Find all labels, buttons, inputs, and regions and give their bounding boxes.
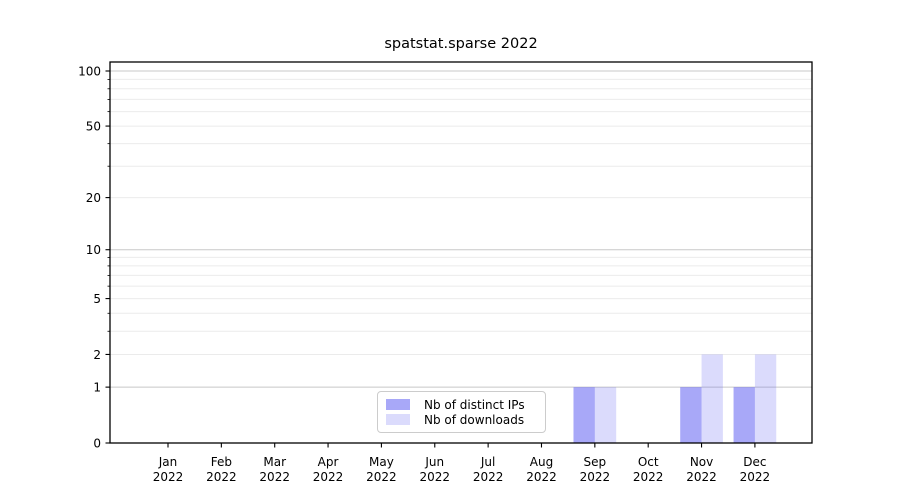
x-tick-label-year: 2022 <box>366 470 397 484</box>
x-tick-label-month: Apr <box>318 455 339 469</box>
legend-item-downloads: Nb of downloads <box>386 412 538 427</box>
x-tick-label-year: 2022 <box>206 470 237 484</box>
y-tick-label: 20 <box>86 191 101 205</box>
legend-item-distinct-ips: Nb of distinct IPs <box>386 397 538 412</box>
y-tick-label: 100 <box>78 65 101 79</box>
x-tick-label-year: 2022 <box>740 470 771 484</box>
x-tick-label-year: 2022 <box>633 470 664 484</box>
plot-frame <box>109 61 813 444</box>
x-tick-label-month: Mar <box>263 455 286 469</box>
x-tick-label-month: Jul <box>480 455 495 469</box>
bar-downloads-dec-2022 <box>754 354 777 443</box>
x-tick-label-year: 2022 <box>419 470 450 484</box>
x-tick-label-month: Nov <box>690 455 713 469</box>
x-tick-label-month: Dec <box>743 455 766 469</box>
x-tick-label-year: 2022 <box>313 470 344 484</box>
x-tick-label-year: 2022 <box>580 470 611 484</box>
x-tick-label-year: 2022 <box>153 470 184 484</box>
x-tick-label-month: Sep <box>584 455 607 469</box>
x-tick-label-year: 2022 <box>526 470 557 484</box>
bar-distinct-ips-dec-2022 <box>733 387 755 443</box>
y-tick-label: 1 <box>93 381 101 395</box>
y-tick-label: 0 <box>93 437 101 451</box>
x-tick-label-year: 2022 <box>473 470 504 484</box>
legend-swatch-downloads <box>386 414 410 425</box>
x-tick-label-year: 2022 <box>259 470 290 484</box>
y-tick-label: 5 <box>93 292 101 306</box>
x-tick-label-month: Aug <box>530 455 553 469</box>
bar-distinct-ips-nov-2022 <box>680 387 702 443</box>
legend-label-downloads: Nb of downloads <box>424 412 525 427</box>
x-tick-label-month: Jun <box>424 455 444 469</box>
y-tick-label: 2 <box>93 348 101 362</box>
y-tick-label: 50 <box>86 120 101 134</box>
legend: Nb of distinct IPs Nb of downloads <box>377 391 546 433</box>
y-tick-label: 10 <box>86 243 101 257</box>
x-tick-label-month: Oct <box>638 455 659 469</box>
x-tick-label-month: Feb <box>211 455 232 469</box>
bar-downloads-sep-2022 <box>594 387 617 443</box>
x-tick-label-year: 2022 <box>686 470 717 484</box>
bar-distinct-ips-sep-2022 <box>573 387 595 443</box>
chart-title: spatstat.sparse 2022 <box>384 36 538 52</box>
x-tick-label-month: Jan <box>158 455 178 469</box>
legend-label-distinct-ips: Nb of distinct IPs <box>424 397 525 412</box>
legend-swatch-distinct-ips <box>386 399 410 410</box>
bar-downloads-nov-2022 <box>701 354 723 443</box>
x-tick-label-month: May <box>369 455 394 469</box>
